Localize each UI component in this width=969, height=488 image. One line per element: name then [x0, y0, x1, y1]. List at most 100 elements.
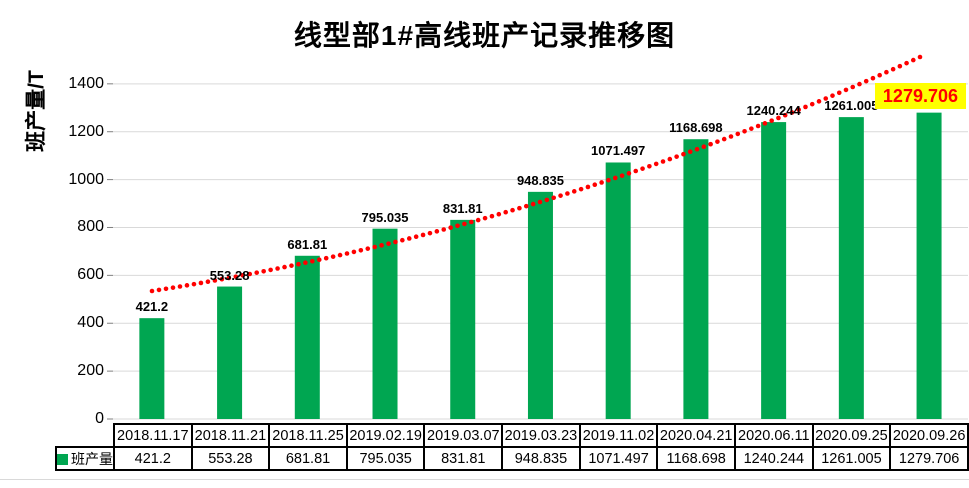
trendline-dot — [558, 193, 563, 198]
trendline-dot — [877, 72, 882, 78]
trendline-dot — [156, 287, 162, 293]
date-cell: 2019.02.19 — [345, 423, 426, 448]
trendline-dot — [275, 266, 280, 271]
y-tick-label: 400 — [77, 314, 104, 332]
trendline-dot — [809, 101, 815, 107]
trendline-dot — [715, 139, 720, 144]
trendline-dot — [612, 175, 618, 181]
trendline-dot — [755, 123, 761, 129]
bar — [527, 191, 553, 419]
bar-data-label: 681.81 — [287, 236, 328, 252]
trendline-dot — [441, 227, 447, 232]
trendline-dot — [660, 159, 666, 164]
bar-data-label: 1168.698 — [669, 120, 723, 136]
trendline-dot — [330, 254, 336, 259]
trendline-dot — [789, 110, 795, 115]
date-cell: 2019.03.07 — [423, 423, 504, 448]
value-cell: 831.81 — [423, 446, 504, 471]
bar-data-label: 1261.005 — [824, 98, 879, 114]
value-cell: 1168.698 — [656, 446, 736, 471]
bar — [838, 117, 864, 419]
trendline-dot — [198, 280, 204, 286]
trendline-dot — [393, 239, 398, 245]
trendline-dot — [782, 112, 788, 118]
trendline-dot — [749, 126, 754, 131]
trendline-dot — [434, 229, 440, 234]
value-cell: 795.035 — [345, 446, 426, 471]
trendline-dot — [448, 225, 453, 230]
trendline-dot — [163, 286, 169, 292]
trendline-dot — [289, 263, 294, 268]
y-tick-label: 1400 — [68, 74, 104, 92]
value-cell: 948.835 — [501, 446, 581, 471]
trendline-dot — [427, 230, 433, 236]
bar-data-label: 1071.497 — [591, 143, 646, 159]
legend-swatch-icon — [58, 453, 68, 465]
date-cell: 2020.09.25 — [811, 423, 892, 448]
highlighted-data-label: 1279.706 — [874, 82, 966, 109]
trendline-dot — [762, 121, 768, 126]
trendline-dot — [489, 213, 495, 219]
trendline-dot — [261, 268, 266, 274]
trendline-dot — [890, 66, 896, 72]
trendline-dot — [735, 131, 741, 137]
trendline-dot — [510, 207, 515, 213]
chart-bottom-border — [0, 479, 969, 480]
trendline-dot — [843, 87, 849, 93]
trendline-dot — [681, 151, 686, 157]
value-cell: 1071.497 — [578, 446, 659, 471]
trendline-dot — [667, 156, 673, 162]
trendline-dot — [219, 276, 225, 282]
value-row: 班产量 421.2 553.28 681.81 795.035 831.81 948.83… — [55, 446, 969, 471]
trendline-dot — [282, 264, 287, 270]
value-cell: 681.81 — [268, 446, 348, 471]
value-cell: 421.2 — [113, 446, 193, 471]
date-cell: 2019.03.23 — [501, 423, 581, 448]
trendline-dot — [708, 141, 713, 147]
trendline-dot — [796, 107, 802, 113]
trendline-dot — [530, 201, 536, 207]
trendline-dot — [836, 90, 842, 96]
trendline-dot — [455, 223, 460, 229]
bar-data-label: 1240.244 — [746, 103, 801, 119]
trendline-dot — [721, 136, 727, 142]
value-cell: 1240.244 — [734, 446, 814, 471]
trendline-dot — [177, 284, 183, 289]
trendline-dot — [917, 54, 923, 60]
trendline-dot — [523, 203, 529, 209]
trendline-dot — [254, 270, 260, 275]
value-cell: 1279.706 — [889, 446, 969, 471]
trendline-dot — [310, 258, 315, 264]
bar-data-label: 421.2 — [135, 299, 169, 315]
trendline-dot — [571, 189, 577, 194]
bar — [605, 162, 631, 419]
trendline-dot — [544, 197, 550, 203]
trendline-dot — [633, 168, 639, 174]
trendline-dot — [884, 69, 889, 75]
trendline-dot — [606, 177, 611, 183]
trendline-dot — [910, 57, 916, 63]
trendline-dot — [496, 211, 502, 217]
trendline-dot — [647, 163, 652, 169]
date-cell: 2018.11.25 — [268, 423, 348, 448]
trendline-dot — [694, 146, 700, 152]
trendline-dot — [850, 84, 856, 90]
trendline-dot — [653, 161, 659, 167]
trendline-dot — [776, 115, 781, 121]
trendline-dot — [365, 246, 371, 251]
trendline-dot — [379, 243, 384, 248]
trendline-dot — [462, 221, 467, 227]
trendline-dot — [268, 267, 273, 273]
bar — [761, 122, 787, 420]
trendline-dot — [701, 144, 707, 150]
bar — [294, 255, 320, 419]
y-tick-label: 200 — [77, 362, 104, 380]
trendline-dot — [420, 232, 426, 238]
trendline-dot — [578, 186, 584, 192]
trendline-dot — [870, 75, 876, 81]
trendline-dot — [742, 128, 747, 134]
chart-data-table: 2018.11.17 2018.11.21 2018.11.25 2019.02.19… — [55, 423, 969, 471]
trendline-dot — [503, 209, 508, 215]
